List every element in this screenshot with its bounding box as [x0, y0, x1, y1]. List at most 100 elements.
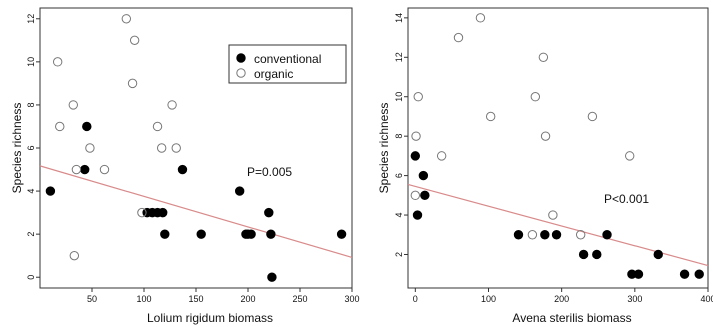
- y-tick-label: 6: [26, 145, 36, 150]
- y-tick-label: 8: [394, 134, 404, 139]
- data-point-organic: [540, 131, 551, 141]
- data-point-organic: [69, 250, 80, 261]
- panel-lolium: 50 100 150 200 250 300 0 2 4 6 8 10 12 Lolium rigidu…: [10, 7, 360, 325]
- data-point-organic: [530, 92, 541, 102]
- y-tick-label: 12: [26, 14, 36, 24]
- data-point-conventional: [412, 210, 423, 220]
- x-tick-label: 300: [627, 294, 642, 304]
- y-tick-label: 6: [394, 173, 404, 178]
- data-point-organic: [85, 143, 95, 153]
- x-tick-label: 150: [188, 294, 203, 304]
- p-value-annotation: P=0.005: [247, 165, 292, 179]
- data-point-organic: [121, 14, 132, 24]
- data-point-organic: [575, 230, 586, 240]
- data-point-conventional: [420, 190, 430, 201]
- x-axis-title: Avena sterilis biomass: [512, 311, 631, 325]
- legend: conventional organic: [228, 44, 347, 84]
- data-point-conventional: [264, 207, 274, 218]
- data-point-conventional: [234, 186, 245, 196]
- x-tick-label: 400: [700, 294, 713, 304]
- data-point-organic: [453, 32, 464, 43]
- y-tick-label: 12: [394, 52, 404, 62]
- data-point-conventional: [679, 269, 690, 279]
- y-tick-label: 10: [26, 57, 36, 67]
- y-tick-label: 0: [26, 275, 36, 280]
- data-point-conventional: [602, 230, 612, 240]
- x-tick-label: 100: [136, 294, 151, 304]
- data-point-organic: [99, 164, 110, 175]
- x-tick-label: 300: [344, 294, 359, 304]
- x-tick-label: 200: [554, 294, 569, 304]
- data-point-conventional: [267, 272, 277, 282]
- data-point-organic: [71, 164, 82, 175]
- y-tick-label: 8: [26, 102, 36, 107]
- data-point-conventional: [633, 269, 644, 279]
- data-point-organic: [413, 92, 423, 102]
- y-axis-title: Species richness: [10, 103, 24, 194]
- data-point-organic: [625, 151, 635, 161]
- data-point-conventional: [196, 229, 206, 239]
- data-point-organic: [548, 210, 558, 220]
- data-point-organic: [171, 143, 181, 153]
- data-point-conventional: [82, 121, 92, 132]
- y-tick-label: 4: [394, 213, 404, 218]
- data-point-organic: [485, 111, 496, 122]
- p-value-annotation: P<0.001: [604, 192, 649, 206]
- y-tick-label: 10: [394, 92, 404, 102]
- data-point-organic: [587, 111, 598, 122]
- data-point-organic: [538, 52, 549, 62]
- data-point-organic: [475, 13, 486, 23]
- data-point-organic: [436, 151, 447, 161]
- x-axis-title: Lolium rigidum biomass: [147, 311, 273, 325]
- y-tick-label: 14: [394, 13, 404, 23]
- data-point-organic: [52, 57, 63, 67]
- data-point-conventional: [540, 230, 550, 240]
- data-point-conventional: [410, 151, 421, 161]
- data-point-organic: [127, 78, 138, 89]
- data-point-conventional: [177, 164, 188, 175]
- panel-avena: 0 100 200 300 400 2 4 6 8 10 12 14 Avena sterilis b…: [377, 7, 713, 325]
- data-point-organic: [167, 100, 177, 110]
- x-tick-label: 50: [87, 294, 97, 304]
- data-point-conventional: [551, 230, 562, 240]
- plot-frame: [407, 7, 709, 289]
- data-point-organic: [68, 100, 78, 110]
- data-point-conventional: [578, 249, 589, 260]
- data-point-organic: [410, 190, 421, 201]
- data-point-organic: [152, 121, 163, 132]
- legend-organic-label: organic: [254, 67, 293, 81]
- data-point-conventional: [653, 249, 663, 260]
- y-tick-label: 2: [394, 252, 404, 257]
- trend-line: [39, 165, 353, 258]
- x-tick-label: 250: [292, 294, 307, 304]
- data-point-conventional: [158, 207, 168, 218]
- data-point-conventional: [592, 249, 602, 260]
- data-point-conventional: [266, 229, 276, 239]
- legend-conventional-marker: [236, 53, 246, 63]
- trend-line: [407, 183, 709, 267]
- y-tick-label: 2: [26, 232, 36, 237]
- data-point-conventional: [160, 229, 170, 239]
- data-point-organic: [411, 131, 421, 141]
- legend-conventional-label: conventional: [254, 52, 321, 66]
- data-point-conventional: [246, 229, 256, 239]
- data-point-organic: [55, 121, 65, 132]
- x-tick-label: 100: [481, 294, 496, 304]
- data-point-conventional: [336, 229, 347, 239]
- data-point-organic: [156, 143, 167, 153]
- x-tick-label: 200: [240, 294, 255, 304]
- y-tick-label: 4: [26, 189, 36, 194]
- data-point-organic: [527, 230, 538, 240]
- data-point-conventional: [45, 186, 56, 196]
- data-point-organic: [137, 207, 147, 218]
- data-point-conventional: [694, 269, 704, 279]
- x-tick-label: 0: [413, 294, 418, 304]
- data-point-conventional: [513, 230, 524, 240]
- data-point-conventional: [418, 170, 429, 181]
- legend-box: [228, 44, 347, 84]
- data-point-organic: [129, 35, 140, 46]
- y-axis-title: Species richness: [377, 103, 391, 194]
- data-point-conventional: [80, 164, 90, 175]
- legend-organic-marker: [236, 68, 246, 78]
